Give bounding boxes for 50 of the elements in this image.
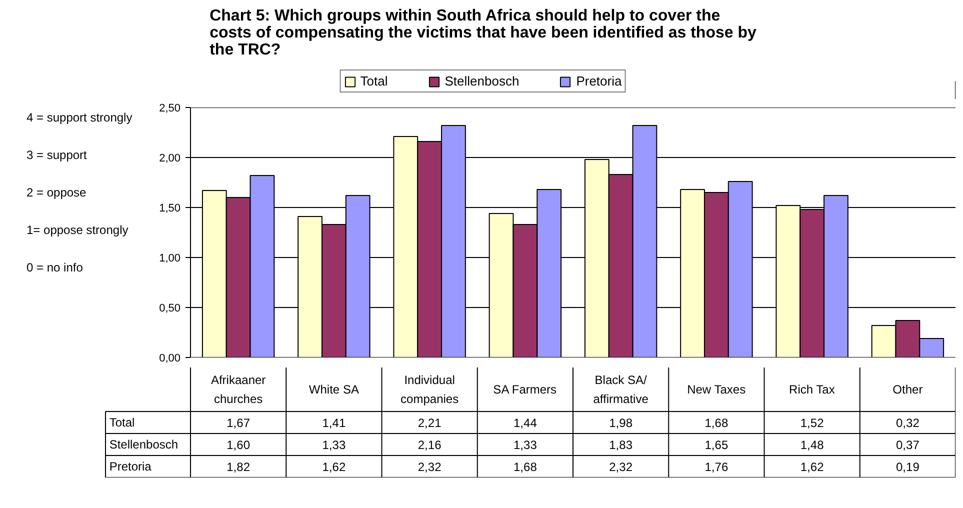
x-tick-label: SA Farmers xyxy=(493,382,557,396)
text: 3 = support xyxy=(26,148,88,162)
data-label: 1,41 xyxy=(322,416,346,430)
data-label: 1,62 xyxy=(800,460,824,474)
x-tick-label: Rich Tax xyxy=(789,382,835,396)
data-label: 2,21 xyxy=(418,416,442,430)
data-label: 1,60 xyxy=(226,438,250,452)
text: Stellenbosch xyxy=(109,438,178,452)
y-tick-label: 1,00 xyxy=(159,252,181,264)
data-label: 1,67 xyxy=(226,416,250,430)
text: 1= oppose strongly xyxy=(26,223,128,237)
x-tick-label: White SA xyxy=(308,382,359,396)
text: 4 = support strongly xyxy=(26,110,132,124)
text: 0 = no info xyxy=(26,260,84,274)
data-label: 1,82 xyxy=(226,460,250,474)
x-tick-label: Afrikaaner churches xyxy=(210,373,266,406)
data-label: 1,44 xyxy=(514,416,538,430)
legend-label: Stellenbosch xyxy=(444,74,520,88)
data-label: 1,65 xyxy=(704,438,728,452)
x-tick-label: New Taxes xyxy=(687,382,746,396)
legend-label: Total xyxy=(360,74,388,88)
text: Total xyxy=(109,416,135,430)
data-label: 0,19 xyxy=(896,460,920,474)
data-label: 1,48 xyxy=(800,438,824,452)
data-label: 1,33 xyxy=(322,438,346,452)
data-label: 1,98 xyxy=(609,416,633,430)
x-tick-label: Other xyxy=(892,382,923,396)
data-label: 1,52 xyxy=(800,416,824,430)
data-label: 1,68 xyxy=(514,460,538,474)
x-tick-label: Black SA/ affirmative xyxy=(593,373,649,406)
data-label: 1,62 xyxy=(322,460,346,474)
data-label: 2,32 xyxy=(609,460,633,474)
y-tick-label: 1,50 xyxy=(159,202,181,214)
data-label: 0,37 xyxy=(896,438,920,452)
data-label: 1,33 xyxy=(514,438,538,452)
legend-label: Pretoria xyxy=(576,74,622,88)
y-tick-label: 0,00 xyxy=(159,352,181,364)
data-label: 1,83 xyxy=(609,438,633,452)
y-tick-label: 2,00 xyxy=(159,152,181,164)
y-tick-label: 0,50 xyxy=(159,302,181,314)
data-label: 2,16 xyxy=(418,438,442,452)
data-label: 1,68 xyxy=(704,416,728,430)
text: 2 = oppose xyxy=(26,186,87,200)
chart-title: Chart 5: Which groups within South Africa should help to cover the costs of compensating the victims that have been identified as those by the TRC? xyxy=(210,8,756,58)
x-tick-label: Individual companies xyxy=(400,373,459,406)
data-label: 0,32 xyxy=(896,416,920,430)
text: Pretoria xyxy=(109,460,152,474)
y-tick-label: 2,50 xyxy=(159,102,181,114)
data-label: 1,76 xyxy=(704,460,728,474)
data-label: 2,32 xyxy=(418,460,442,474)
